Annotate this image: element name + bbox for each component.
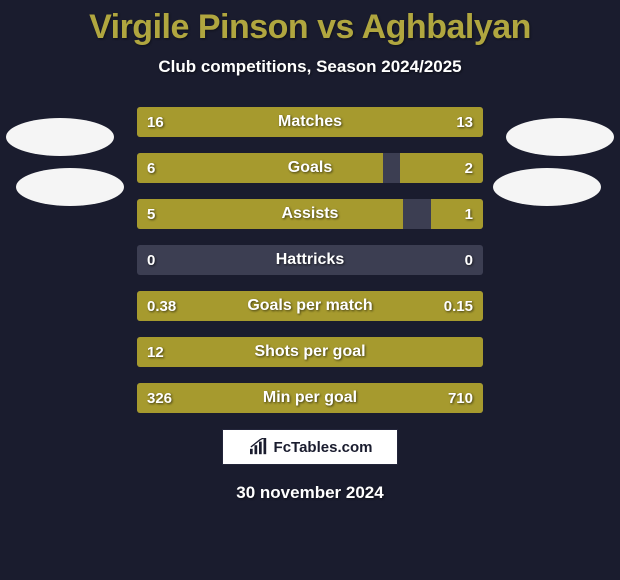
player-right-avatar-1 <box>506 118 614 156</box>
stat-value-left: 0.38 <box>147 291 176 321</box>
player-right-avatar-2 <box>493 168 601 206</box>
stat-value-right: 2 <box>465 153 473 183</box>
stat-value-left: 16 <box>147 107 164 137</box>
stat-row: 6 Goals 2 <box>137 153 483 183</box>
stat-row: 0 Hattricks 0 <box>137 245 483 275</box>
stat-row: 326 Min per goal 710 <box>137 383 483 413</box>
stat-value-right: 13 <box>456 107 473 137</box>
player-left-avatar-2 <box>16 168 124 206</box>
stat-fill-left <box>137 291 483 321</box>
comparison-card: Virgile Pinson vs Aghbalyan Club competi… <box>0 0 620 580</box>
stat-value-left: 12 <box>147 337 164 367</box>
stat-row: 0.38 Goals per match 0.15 <box>137 291 483 321</box>
stat-label: Hattricks <box>137 245 483 275</box>
stat-value-left: 6 <box>147 153 155 183</box>
brand-text: FcTables.com <box>274 439 373 456</box>
stat-row: 12 Shots per goal <box>137 337 483 367</box>
stat-row: 16 Matches 13 <box>137 107 483 137</box>
brand-badge[interactable]: FcTables.com <box>222 429 398 465</box>
comparison-bars: 16 Matches 13 6 Goals 2 5 Assists 1 0 Ha… <box>137 107 483 413</box>
player-left-avatar-1 <box>6 118 114 156</box>
stat-fill-left <box>137 107 483 137</box>
stat-row: 5 Assists 1 <box>137 199 483 229</box>
stat-value-right: 0.15 <box>444 291 473 321</box>
date-label: 30 november 2024 <box>0 483 620 503</box>
stat-value-right: 710 <box>448 383 473 413</box>
stat-fill-left <box>137 199 403 229</box>
stat-value-right: 0 <box>465 245 473 275</box>
page-title: Virgile Pinson vs Aghbalyan <box>0 8 620 47</box>
page-subtitle: Club competitions, Season 2024/2025 <box>0 57 620 77</box>
stat-fill-right <box>431 199 483 229</box>
stat-value-right: 1 <box>465 199 473 229</box>
stat-value-left: 326 <box>147 383 172 413</box>
stat-value-left: 0 <box>147 245 155 275</box>
stat-fill-left <box>137 337 483 367</box>
chart-icon <box>248 438 270 456</box>
stat-value-left: 5 <box>147 199 155 229</box>
stat-fill-left <box>137 383 483 413</box>
stat-fill-left <box>137 153 383 183</box>
